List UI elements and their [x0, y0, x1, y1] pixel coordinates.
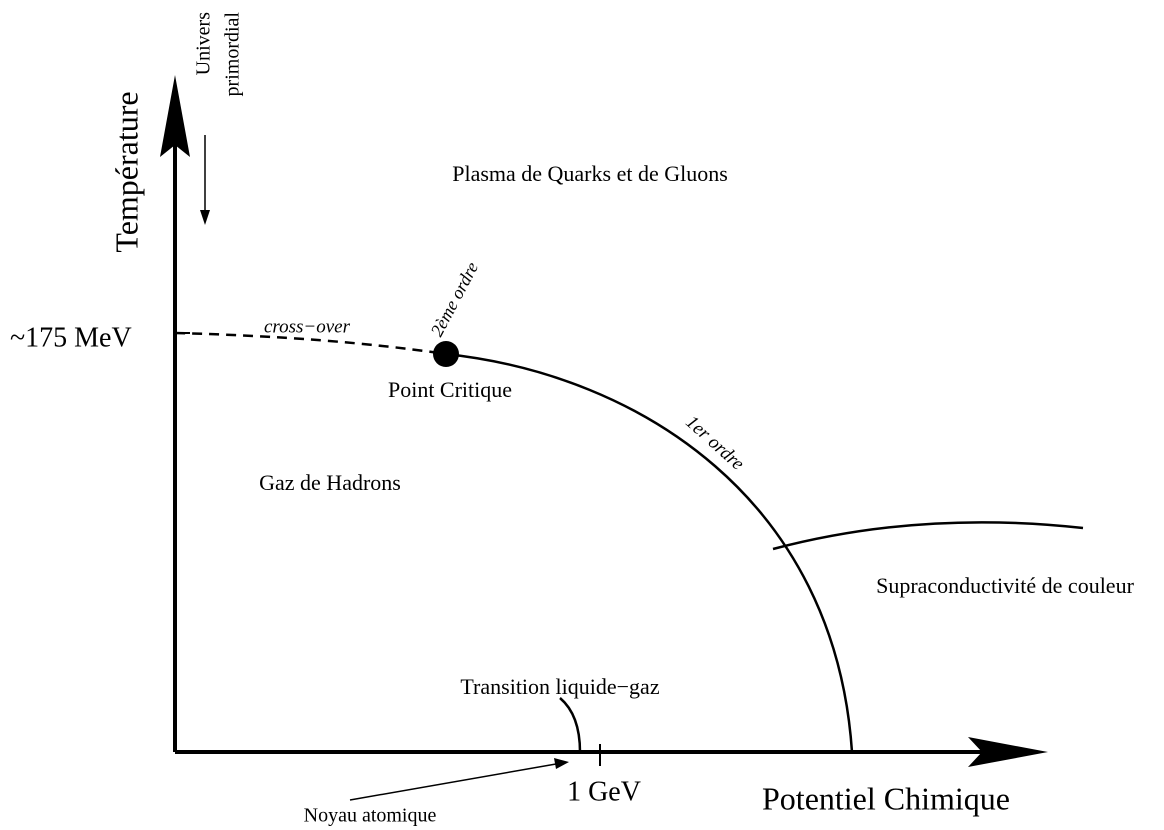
crossover-line [174, 331, 447, 356]
annotation: Noyau atomique [304, 805, 437, 827]
annotation: primordial [222, 12, 244, 97]
line-label: cross−over [264, 316, 351, 337]
region-label: Supraconductivité de couleur [876, 573, 1134, 598]
critical-point [433, 341, 459, 367]
y-arrowhead [160, 75, 190, 157]
y-axis-label: Température [108, 91, 144, 252]
x-axis-label: Potentiel Chimique [762, 780, 1010, 816]
superconductivity-boundary [772, 521, 1084, 551]
arrowhead [554, 758, 569, 769]
arrowhead [200, 210, 210, 225]
line-label: Transition liquide−gaz [460, 674, 659, 699]
arrow [349, 763, 557, 801]
point-label: Point Critique [388, 377, 512, 402]
x-arrowhead [968, 737, 1048, 767]
liquid-gas-line [559, 697, 582, 753]
y-tick-label: ~175 MeV [10, 322, 132, 353]
x-tick-label: 1 GeV [567, 776, 641, 807]
annotation: Univers [193, 12, 215, 76]
line-label: 2ème ordre [426, 259, 482, 340]
region-label: Gaz de Hadrons [259, 470, 401, 495]
region-label: Plasma de Quarks et de Gluons [452, 161, 728, 186]
first-order-line [445, 352, 854, 753]
